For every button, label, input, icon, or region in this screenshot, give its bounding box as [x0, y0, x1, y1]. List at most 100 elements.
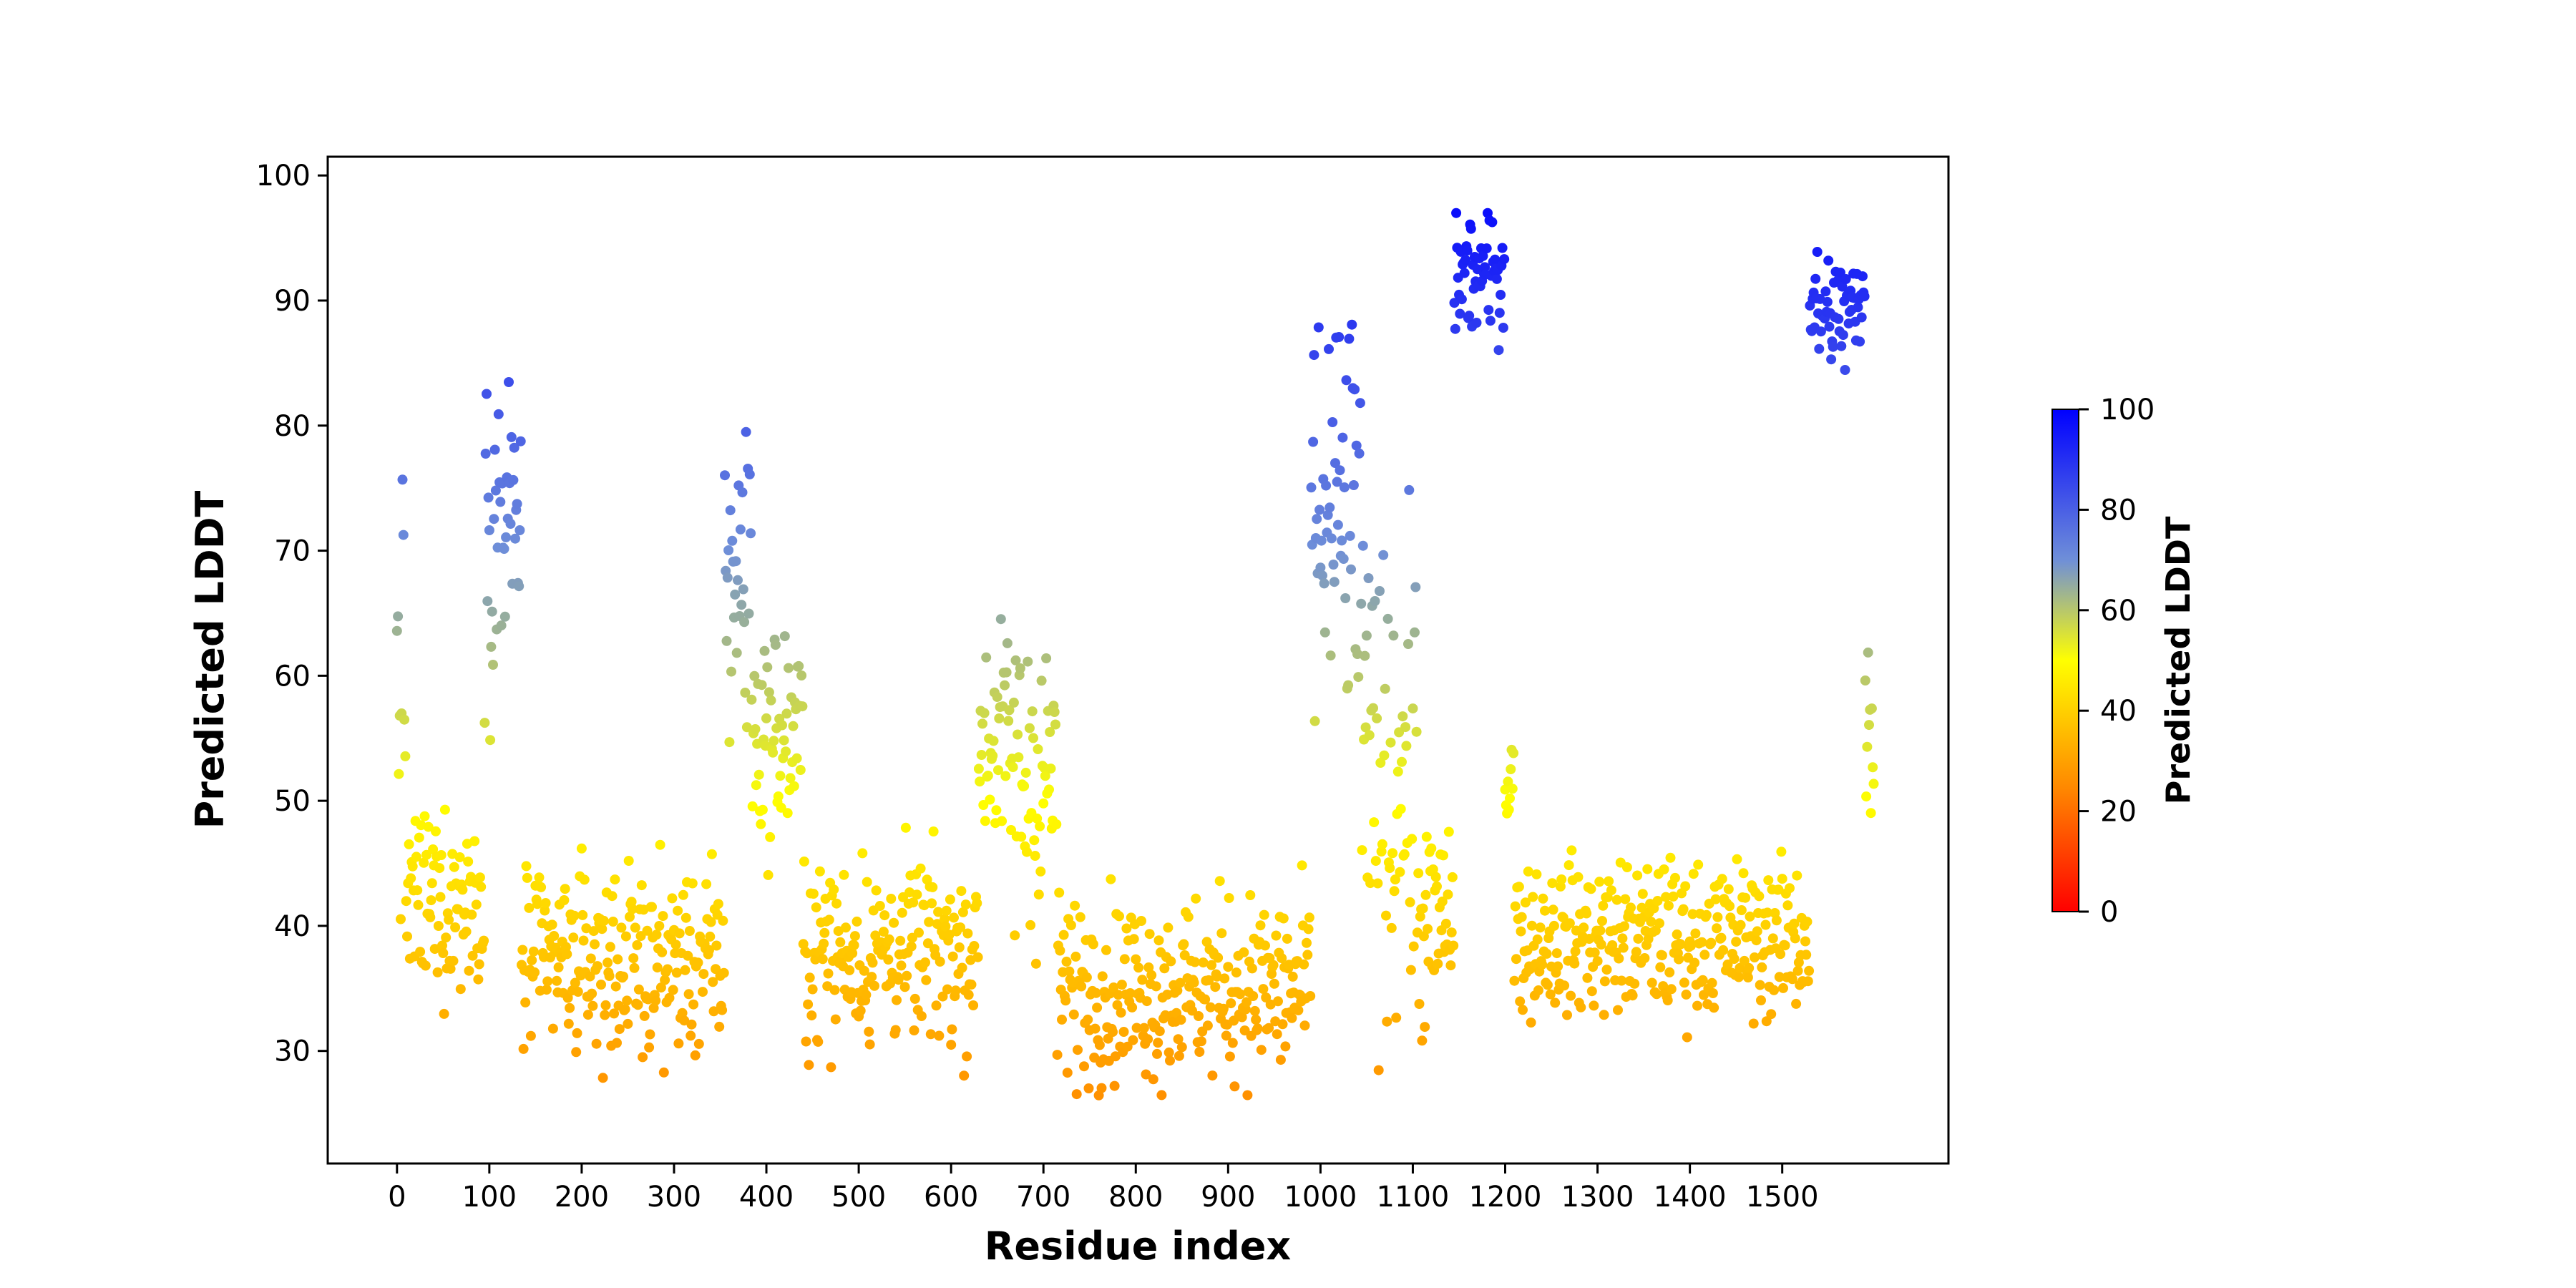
data-point — [1075, 912, 1085, 922]
data-point — [618, 971, 628, 982]
data-point — [1113, 990, 1123, 1000]
data-point — [1372, 878, 1383, 889]
data-point — [401, 896, 411, 907]
data-point — [1802, 976, 1813, 987]
data-point — [1611, 894, 1622, 905]
data-point — [1661, 892, 1672, 902]
data-point — [509, 442, 519, 453]
data-point — [1739, 955, 1750, 966]
data-point — [1824, 321, 1835, 332]
data-point — [1511, 954, 1521, 965]
data-point — [432, 967, 443, 977]
data-point — [605, 942, 615, 952]
data-point — [437, 940, 447, 951]
data-point — [629, 962, 640, 973]
data-point — [1855, 336, 1865, 347]
data-point — [1137, 975, 1148, 985]
data-point — [1655, 962, 1666, 972]
data-point — [1491, 273, 1502, 284]
data-point — [578, 935, 589, 946]
data-point — [945, 894, 955, 904]
data-point — [1596, 940, 1606, 950]
data-point — [434, 863, 445, 874]
data-point — [1763, 875, 1774, 886]
data-point — [565, 1002, 575, 1013]
data-point — [762, 662, 773, 673]
data-point — [1823, 255, 1834, 266]
data-point — [763, 869, 774, 880]
data-point — [955, 922, 966, 933]
data-point — [1598, 900, 1609, 911]
data-point — [933, 907, 944, 917]
data-point — [1044, 784, 1054, 795]
data-point — [588, 926, 599, 937]
data-point — [457, 884, 468, 895]
data-point — [753, 769, 764, 780]
data-point — [1259, 909, 1269, 920]
data-point — [439, 804, 450, 815]
data-point — [1054, 887, 1065, 898]
data-point — [436, 850, 447, 860]
data-point — [1636, 902, 1647, 913]
data-point — [450, 922, 461, 932]
data-point — [708, 977, 718, 987]
data-point — [600, 1010, 610, 1020]
data-point — [849, 931, 860, 942]
data-point — [1523, 866, 1533, 877]
data-point — [1312, 514, 1322, 525]
data-point — [1404, 484, 1415, 495]
data-point — [1003, 716, 1014, 726]
data-point — [1754, 891, 1765, 902]
data-point — [1064, 966, 1075, 977]
data-point — [569, 910, 580, 921]
data-point — [1859, 291, 1870, 302]
data-point — [1837, 281, 1848, 292]
data-point — [1391, 1013, 1402, 1023]
y-axis-title: Predicted LDDT — [187, 490, 233, 829]
data-point — [1302, 937, 1312, 948]
data-point — [1569, 958, 1580, 969]
data-point — [1815, 326, 1826, 337]
plot-frame — [326, 155, 1950, 1165]
data-point — [1693, 859, 1704, 870]
data-point — [1814, 343, 1825, 354]
data-point — [982, 771, 993, 781]
data-point — [1620, 894, 1631, 904]
data-point — [616, 922, 627, 933]
data-point — [746, 528, 756, 539]
data-point — [628, 953, 639, 964]
data-point — [1640, 926, 1651, 936]
data-point — [633, 1000, 643, 1010]
data-point — [722, 572, 733, 583]
data-point — [896, 960, 907, 971]
data-point — [1008, 762, 1018, 773]
data-point — [1223, 962, 1234, 972]
data-point — [1618, 942, 1629, 953]
data-point — [1516, 926, 1526, 937]
data-point — [826, 1062, 836, 1073]
data-point — [718, 915, 728, 926]
data-point — [931, 1000, 942, 1011]
data-point — [1251, 1015, 1262, 1025]
data-point — [1249, 1005, 1260, 1016]
data-point — [852, 916, 862, 927]
data-point — [1092, 1002, 1103, 1013]
data-point — [956, 886, 967, 897]
data-point — [947, 951, 958, 962]
data-point — [1769, 985, 1780, 995]
data-point — [1389, 886, 1400, 897]
colorbar: 0 20 40 60 80 100 Predicted LDDT — [2051, 394, 2197, 929]
data-point — [1337, 535, 1347, 546]
data-point — [1411, 726, 1422, 737]
data-point — [1365, 878, 1376, 889]
data-point — [899, 982, 910, 992]
data-point — [900, 822, 911, 833]
data-point — [1752, 926, 1762, 937]
data-point — [1314, 504, 1325, 515]
data-point — [1460, 255, 1470, 265]
data-point — [1447, 872, 1458, 882]
data-point — [1493, 345, 1504, 356]
data-point — [769, 736, 779, 746]
data-point — [1681, 989, 1692, 1000]
data-point — [1735, 919, 1746, 930]
